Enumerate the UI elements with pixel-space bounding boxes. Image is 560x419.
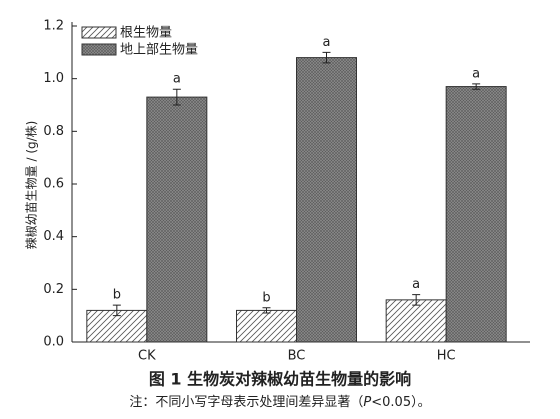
y-tick-label: 0.0 xyxy=(43,335,64,350)
significance-letter: a xyxy=(173,72,181,87)
significance-letter: a xyxy=(323,35,331,50)
chart-note: 注：不同小写字母表示处理间差异显著（P<0.05）。 xyxy=(129,395,430,410)
error-bar xyxy=(322,51,331,64)
y-tick-label: 0.8 xyxy=(43,124,64,139)
error-bar xyxy=(112,304,121,317)
bar xyxy=(445,86,507,343)
y-axis-label: 辣椒幼苗生物量 / (g/株) xyxy=(24,121,39,250)
bar xyxy=(385,299,447,343)
bar xyxy=(236,309,297,343)
legend-label: 地上部生物量 xyxy=(120,43,198,58)
error-bar xyxy=(172,88,181,106)
legend-swatch xyxy=(81,26,117,39)
error-bar xyxy=(472,83,481,90)
chart-title: 图 1 生物炭对辣椒幼苗生物量的影响 xyxy=(149,370,411,389)
significance-letter: b xyxy=(262,290,270,305)
legend-swatch xyxy=(81,43,117,56)
y-tick-label: 0.6 xyxy=(43,177,64,192)
x-tick-label: CK xyxy=(138,349,156,364)
legend-label: 根生物量 xyxy=(120,26,172,41)
error-bar xyxy=(412,294,421,306)
note-text: <0.05）。 xyxy=(371,395,430,410)
x-tick-label: BC xyxy=(288,349,306,364)
note-text: P xyxy=(363,395,371,410)
significance-letter: b xyxy=(113,288,121,303)
y-tick-label: 1.2 xyxy=(43,19,64,34)
y-tick-label: 0.4 xyxy=(43,229,64,244)
error-bar xyxy=(262,307,271,314)
y-tick-label: 0.2 xyxy=(43,282,64,297)
bar xyxy=(146,96,208,343)
significance-letter: a xyxy=(472,66,480,81)
bar xyxy=(296,57,357,343)
significance-letter: a xyxy=(412,277,420,292)
y-tick-label: 1.0 xyxy=(43,71,64,86)
note-text: 注：不同小写字母表示处理间差异显著（ xyxy=(129,395,363,410)
x-tick-label: HC xyxy=(437,349,456,364)
